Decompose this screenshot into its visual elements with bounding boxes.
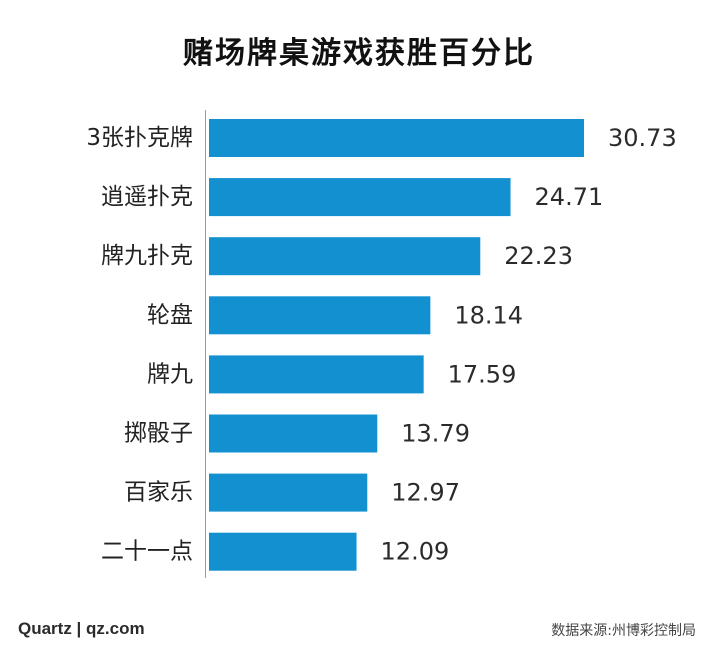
value-label: 12.09 [381, 538, 450, 566]
bar [209, 178, 511, 217]
category-label: 轮盘 [147, 302, 193, 328]
value-label: 24.71 [535, 183, 604, 211]
chart-title: 赌场牌桌游戏获胜百分比 [183, 36, 535, 71]
bar [209, 414, 378, 453]
bar [209, 355, 424, 394]
category-label: 二十一点 [101, 539, 193, 565]
category-label: 牌九 [147, 361, 193, 387]
value-label: 17.59 [448, 360, 517, 388]
value-label: 22.23 [504, 242, 573, 270]
category-label: 逍遥扑克 [101, 184, 193, 210]
bar [209, 237, 481, 276]
footer-source: 数据来源:州博彩控制局 [551, 623, 696, 639]
bar [209, 119, 584, 157]
value-label: 13.79 [401, 420, 470, 448]
footer-credit: Quartz | qz.com [18, 619, 145, 638]
bar [209, 296, 431, 335]
value-label: 30.73 [608, 124, 677, 152]
category-label: 牌九扑克 [101, 243, 193, 269]
value-label: 18.14 [454, 301, 523, 329]
bars-group: 3张扑克牌 30.73 逍遥扑克 24.71 牌九扑克 22.23 轮盘 18.14 牌九 17.… [86, 119, 677, 571]
bar [209, 532, 357, 571]
category-label: 掷骰子 [124, 421, 193, 447]
bar [209, 473, 368, 512]
value-label: 12.97 [391, 479, 460, 507]
category-label: 3张扑克牌 [86, 125, 193, 151]
category-label: 百家乐 [124, 480, 193, 506]
